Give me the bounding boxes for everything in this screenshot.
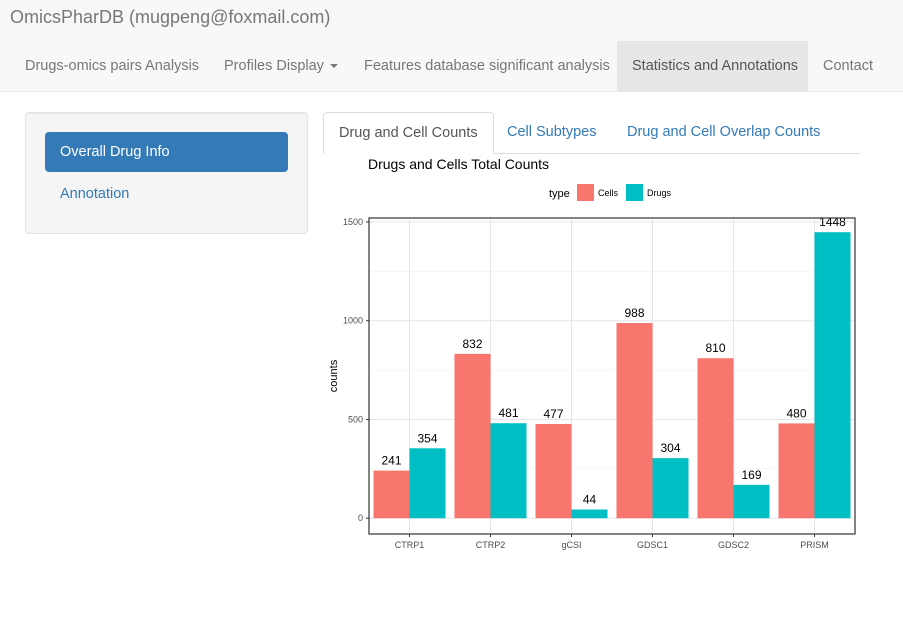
y-tick-label: 1000 [343,316,363,326]
bar-drugs-ctrp2 [490,423,527,519]
bar-drugs-prism [814,232,851,519]
bar-value-label: 1448 [819,215,846,229]
bar-cells-gdsc1 [616,323,653,519]
x-axis: CTRP1 CTRP2 gCSI GDSC1 GDSC2 PRISM [395,534,829,550]
x-tick-label: gCSI [561,540,581,550]
nav-label: Drugs-omics pairs Analysis [25,58,200,74]
nav-profiles-display-dropdown[interactable]: Profiles Display [209,41,353,91]
bar-value-label: 810 [705,341,725,355]
bars [373,232,851,519]
bar-cells-ctrp1 [373,470,410,519]
bar-cells-ctrp2 [454,353,491,519]
bar-value-label: 477 [543,407,563,421]
legend-label: Drugs [647,188,672,198]
tab-label: Drug and Cell Counts [339,125,478,141]
bar-cells-gcsi [535,423,572,519]
y-tick-label: 500 [348,414,363,424]
bar-drugs-gcsi [571,509,608,519]
sidebar-item-label: Annotation [60,186,130,202]
y-tick-label: 1500 [343,217,363,227]
tab-label: Drug and Cell Overlap Counts [627,124,821,140]
nav-contact[interactable]: Contact [808,41,888,91]
nav-label: Features database significant analysis [364,58,610,74]
nav-drugs-omics-pairs[interactable]: Drugs-omics pairs Analysis [10,41,214,91]
x-tick-label: CTRP1 [395,540,425,550]
bar-value-label: 44 [583,493,597,507]
brand-title[interactable]: OmicsPharDB (mugpeng@foxmail.com) [10,7,331,27]
chart-title: Drugs and Cells Total Counts [368,156,549,172]
legend-label: Cells [598,188,619,198]
bar-value-label: 480 [786,406,806,420]
bar-value-label: 241 [381,454,401,468]
y-axis: 0 500 1000 1500 [343,217,369,523]
caret-down-icon [329,64,338,69]
x-tick-label: GDSC2 [718,540,749,550]
nav-label: Profiles Display [224,58,324,74]
bar-cells-prism [778,423,815,519]
plot-panel [369,218,855,534]
y-axis-label: counts [328,359,340,392]
bar-cells-gdsc2 [697,358,734,519]
bar-value-label: 304 [660,441,680,455]
bar-drugs-gdsc2 [733,484,770,519]
sidebar-panel: Overall Drug Info Annotation [25,112,308,234]
x-tick-label: CTRP2 [476,540,506,550]
navbar: OmicsPharDB (mugpeng@foxmail.com) Drugs-… [0,0,903,92]
legend-title: type [549,188,570,200]
tab-cell-subtypes[interactable]: Cell Subtypes [492,112,611,154]
tab-drug-cell-overlap[interactable]: Drug and Cell Overlap Counts [612,112,835,154]
legend: Cells Drugs [577,184,672,201]
sidebar-item-label: Overall Drug Info [60,144,170,160]
x-tick-label: PRISM [800,540,829,550]
bar-value-label: 988 [624,306,644,320]
sidebar-item-overall-drug-info[interactable]: Overall Drug Info [45,132,288,172]
bar-drugs-gdsc1 [652,458,689,519]
bar-value-label: 354 [417,431,437,445]
bar-chart: Drugs and Cells Total Counts type Cells D… [328,156,856,550]
bar-drugs-ctrp1 [409,448,446,519]
bar-value-label: 169 [741,468,761,482]
tab-label: Cell Subtypes [507,124,597,140]
nav-label: Statistics and Annotations [632,58,799,74]
nav-statistics-annotations[interactable]: Statistics and Annotations [617,41,808,91]
plot-border [368,217,856,535]
bar-value-labels: 241 354 832 481 477 44 988 304 810 169 480 1448 [381,215,846,506]
bar-value-label: 481 [498,406,518,420]
sidebar-item-annotation[interactable]: Annotation [45,174,288,214]
bar-value-label: 832 [462,337,482,351]
x-tick-label: GDSC1 [637,540,668,550]
tabs-divider [323,153,860,154]
y-tick-label: 0 [358,513,363,523]
legend-key-cells [577,184,594,201]
tab-drug-cell-counts[interactable]: Drug and Cell Counts [323,112,494,154]
legend-key-drugs [626,184,643,201]
nav-features-database[interactable]: Features database significant analysis [349,41,625,91]
nav-label: Contact [823,58,873,74]
